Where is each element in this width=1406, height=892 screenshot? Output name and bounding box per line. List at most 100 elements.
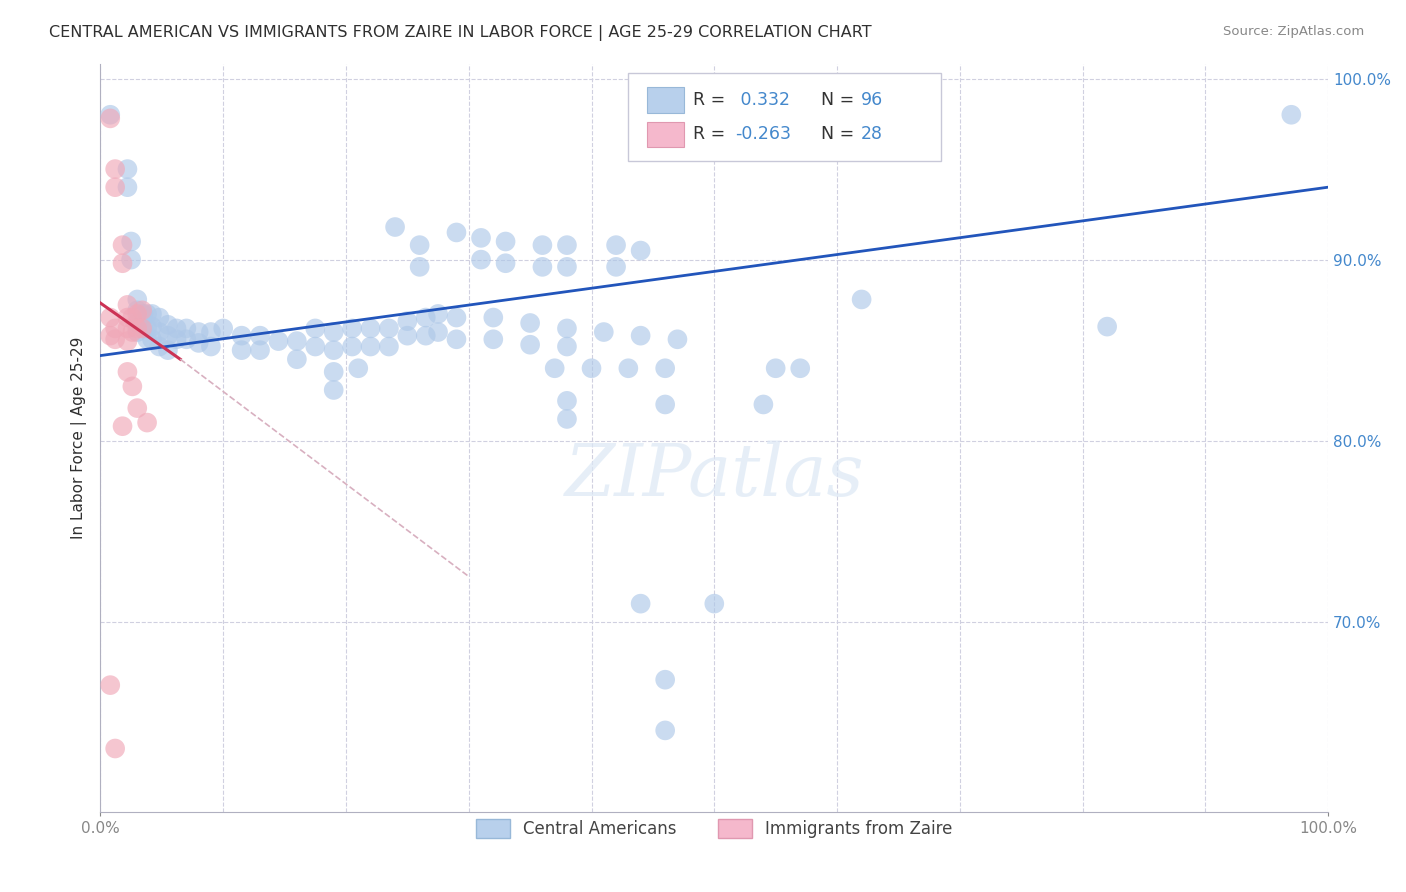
Point (446, 332, 468, 346)
Point (470, 231, 492, 245)
Point (555, 238, 578, 252)
Point (555, 393, 578, 408)
Point (427, 307, 450, 321)
Point (347, 361, 370, 376)
Point (267, 334, 290, 348)
Point (666, 332, 689, 346)
Point (136, 307, 159, 321)
Point (654, 361, 676, 376)
Point (592, 325, 614, 339)
Point (98, 112, 121, 126)
Text: Source: ZipAtlas.com: Source: ZipAtlas.com (1223, 25, 1364, 38)
Point (176, 321, 198, 335)
Point (249, 343, 271, 358)
Point (117, 365, 139, 379)
Point (156, 318, 179, 332)
Point (765, 361, 787, 376)
Point (415, 328, 437, 343)
Point (148, 310, 170, 325)
Text: R =: R = (693, 91, 725, 109)
Point (98, 310, 121, 325)
Text: N =: N = (821, 91, 855, 109)
Point (121, 325, 143, 339)
Point (531, 260, 554, 274)
Point (212, 321, 235, 335)
Point (519, 316, 541, 330)
Point (141, 307, 163, 321)
Point (446, 310, 468, 325)
Point (136, 332, 159, 346)
Point (555, 339, 578, 353)
Point (127, 325, 149, 339)
Text: R =: R = (693, 126, 725, 144)
Point (141, 332, 163, 346)
Point (384, 220, 406, 235)
Point (131, 321, 153, 335)
Point (555, 321, 578, 335)
Point (470, 252, 492, 267)
Point (127, 321, 149, 335)
FancyBboxPatch shape (647, 121, 683, 147)
Point (427, 325, 450, 339)
Point (104, 162, 127, 177)
Point (148, 325, 170, 339)
Point (111, 256, 134, 270)
Point (495, 256, 517, 270)
Point (117, 310, 139, 325)
Point (360, 321, 382, 335)
Point (148, 339, 170, 353)
Point (630, 244, 652, 258)
Point (187, 325, 209, 339)
Point (654, 673, 676, 687)
Point (285, 352, 308, 367)
Text: CENTRAL AMERICAN VS IMMIGRANTS FROM ZAIRE IN LABOR FORCE | AGE 25-29 CORRELATION: CENTRAL AMERICAN VS IMMIGRANTS FROM ZAIR… (49, 25, 872, 41)
Point (117, 162, 139, 177)
Point (1279, 108, 1302, 122)
Point (1095, 319, 1118, 334)
Legend: Central Americans, Immigrants from Zaire: Central Americans, Immigrants from Zaire (470, 812, 959, 845)
Point (555, 412, 578, 426)
Point (378, 321, 401, 335)
Point (120, 252, 142, 267)
Point (166, 321, 188, 335)
Point (117, 180, 139, 194)
Point (396, 314, 419, 328)
Point (396, 328, 419, 343)
Point (121, 310, 143, 325)
Point (127, 316, 149, 330)
Point (104, 332, 127, 346)
Point (156, 328, 179, 343)
Y-axis label: In Labor Force | Age 25-29: In Labor Force | Age 25-29 (72, 337, 87, 539)
Point (408, 260, 430, 274)
Point (446, 226, 468, 240)
Text: 28: 28 (860, 126, 883, 144)
Point (127, 401, 149, 416)
Point (132, 321, 155, 335)
Point (360, 339, 382, 353)
Point (285, 334, 308, 348)
Point (482, 310, 505, 325)
Point (703, 597, 725, 611)
Point (127, 307, 149, 321)
Text: -0.263: -0.263 (735, 126, 792, 144)
Point (581, 361, 603, 376)
Point (98, 328, 121, 343)
FancyBboxPatch shape (628, 73, 942, 161)
Point (555, 260, 578, 274)
Point (630, 597, 652, 611)
Point (544, 361, 567, 376)
Point (127, 293, 149, 307)
Point (141, 319, 163, 334)
Point (231, 343, 253, 358)
Point (111, 238, 134, 252)
Point (104, 321, 127, 335)
Point (117, 298, 139, 312)
Point (249, 328, 271, 343)
Point (136, 321, 159, 335)
Point (127, 303, 149, 318)
Point (104, 741, 127, 756)
Point (605, 260, 627, 274)
Point (304, 321, 326, 335)
Point (519, 337, 541, 351)
Point (322, 383, 344, 397)
